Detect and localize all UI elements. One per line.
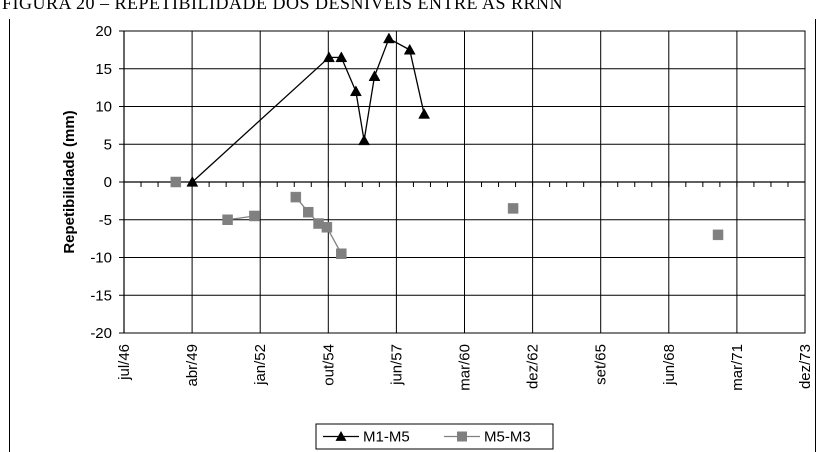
legend-marker-m5-m3 bbox=[457, 431, 467, 442]
x-tick-label: jun/57 bbox=[388, 344, 405, 386]
plot-area-border bbox=[123, 30, 806, 334]
chart-frame bbox=[9, 19, 816, 452]
data-point-square bbox=[290, 191, 302, 203]
data-point-square bbox=[249, 210, 260, 222]
data-point-triangle bbox=[403, 43, 416, 55]
data-point-square bbox=[321, 222, 333, 233]
data-point-triangle bbox=[335, 51, 348, 63]
y-tick-label: -10 bbox=[90, 250, 112, 267]
series-segment bbox=[340, 57, 357, 92]
x-tick-label: mar/71 bbox=[729, 344, 746, 391]
data-point-square bbox=[170, 176, 182, 188]
y-tick-label: -15 bbox=[90, 287, 112, 304]
x-tick-labels: jul/46 abr/49 jan/52 out/54 jun/57 mar/60 dez/… bbox=[116, 344, 814, 391]
legend: M1-M5 M5-M3 bbox=[315, 423, 554, 450]
series-m5-m3 bbox=[170, 176, 724, 259]
data-point-square bbox=[336, 248, 347, 259]
x-tick-label: out/54 bbox=[320, 344, 337, 386]
y-tick-label: 0 bbox=[104, 174, 112, 191]
y-axis-label: Repetibilidade (mm) bbox=[61, 110, 78, 253]
y-tick-labels: 20 15 10 5 0 -5 -10 -15 -20 bbox=[90, 23, 112, 342]
y-tick-label: -5 bbox=[99, 212, 112, 229]
series-m1-m5 bbox=[186, 32, 431, 187]
legend-marker-m1-m5 bbox=[335, 431, 347, 441]
y-tick-label: 10 bbox=[95, 99, 112, 116]
data-point-triangle bbox=[323, 51, 335, 63]
data-point-triangle bbox=[418, 108, 431, 119]
x-tick-label: jul/46 bbox=[116, 344, 133, 381]
data-point-triangle bbox=[368, 70, 381, 81]
data-point-triangle bbox=[358, 134, 371, 146]
x-tick-label: dez/73 bbox=[797, 344, 814, 389]
data-point-square bbox=[712, 229, 724, 241]
x-tick-label: mar/60 bbox=[457, 344, 474, 391]
data-series bbox=[170, 32, 724, 259]
series-segment bbox=[355, 91, 365, 141]
y-tick-label: 15 bbox=[95, 61, 112, 78]
axes bbox=[119, 30, 806, 334]
figure-caption: FIGURA 20 – REPETIBILIDADE DOS DESNÍVEIS… bbox=[2, 0, 564, 13]
figure-caption-strip: FIGURA 20 – REPETIBILIDADE DOS DESNÍVEIS… bbox=[0, 0, 817, 16]
series-segment bbox=[409, 49, 425, 115]
series-segment bbox=[191, 56, 330, 183]
data-point-square bbox=[222, 214, 233, 225]
data-point-triangle bbox=[186, 175, 199, 187]
legend-label-m1-m5: M1-M5 bbox=[363, 429, 410, 446]
x-tick-label: jun/68 bbox=[661, 344, 678, 386]
series-segment bbox=[363, 76, 376, 141]
data-point-square bbox=[507, 203, 519, 214]
y-tick-label: -20 bbox=[90, 325, 112, 342]
y-tick-label: 20 bbox=[95, 23, 112, 40]
data-point-triangle bbox=[349, 85, 362, 97]
data-point-triangle bbox=[382, 32, 395, 44]
data-point-square bbox=[303, 206, 314, 218]
x-tick-label: dez/62 bbox=[525, 344, 542, 389]
x-tick-label: set/65 bbox=[593, 344, 610, 385]
legend-label-m5-m3: M5-M3 bbox=[484, 429, 531, 446]
x-tick-label: jan/52 bbox=[252, 344, 269, 386]
x-tick-label: abr/49 bbox=[184, 344, 201, 387]
y-tick-label: 5 bbox=[104, 136, 112, 153]
series-segment bbox=[373, 38, 390, 77]
